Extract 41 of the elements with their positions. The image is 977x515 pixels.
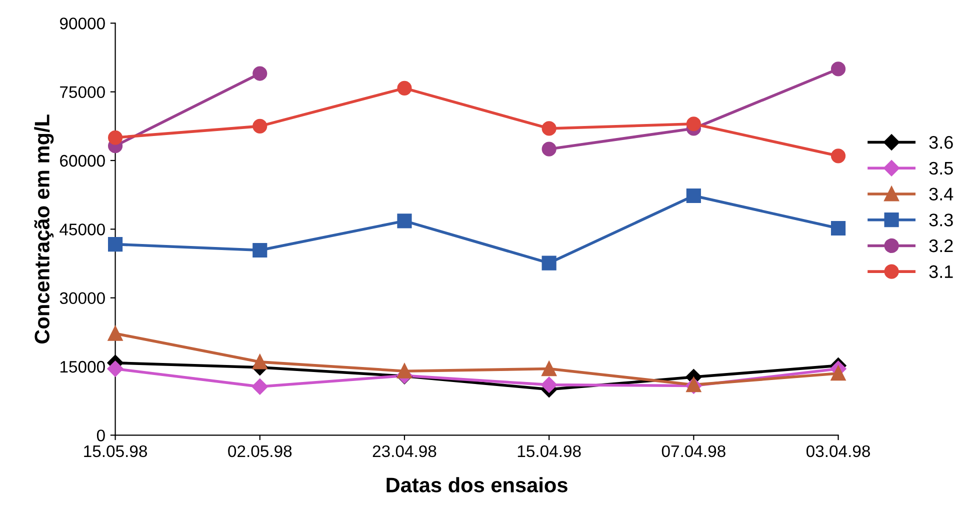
- y-tick-label: 90000: [60, 18, 105, 30]
- point: [830, 220, 846, 236]
- x-tick-label: 02.05.98: [228, 445, 292, 458]
- x-tick-label: 15.05.98: [84, 445, 147, 458]
- y-tick-label: 15000: [60, 360, 105, 373]
- legend-label: 3.4: [929, 188, 954, 200]
- x-tick-label: 23.04.98: [372, 445, 436, 458]
- point: [252, 242, 268, 258]
- point: [541, 376, 557, 393]
- point: [830, 148, 846, 164]
- x-tick-label: 15.04.98: [518, 445, 581, 458]
- legend-label: 3.3: [929, 214, 953, 226]
- point: [542, 142, 556, 156]
- point: [542, 121, 556, 136]
- point: [252, 378, 268, 395]
- y-axis-title: Concentração em mg/L: [34, 114, 54, 344]
- point: [830, 62, 846, 76]
- point: [542, 362, 556, 376]
- point: [686, 116, 701, 132]
- point: [830, 366, 846, 381]
- point: [397, 80, 412, 96]
- legend-label: 3.1: [929, 265, 953, 278]
- y-tick-label: 45000: [60, 224, 105, 236]
- legend-label: 3.2: [929, 239, 953, 252]
- y-tick-label: 30000: [60, 292, 105, 304]
- x-tick-label: 07.04.98: [662, 445, 726, 458]
- legend-label: 3.5: [929, 162, 953, 175]
- point: [108, 326, 123, 341]
- point: [252, 354, 268, 370]
- y-tick-label: 60000: [60, 154, 105, 167]
- point: [686, 188, 701, 204]
- point: [397, 364, 412, 378]
- point: [107, 360, 124, 377]
- x-axis-title: Datas dos ensaios: [386, 477, 568, 492]
- legend-label: 3.6: [929, 136, 953, 149]
- point: [542, 256, 556, 270]
- point: [397, 214, 412, 228]
- y-tick-label: 75000: [60, 86, 105, 98]
- point: [108, 236, 123, 252]
- y-tick-label: 0: [96, 430, 105, 442]
- x-tick-label: 03.04.98: [806, 445, 870, 458]
